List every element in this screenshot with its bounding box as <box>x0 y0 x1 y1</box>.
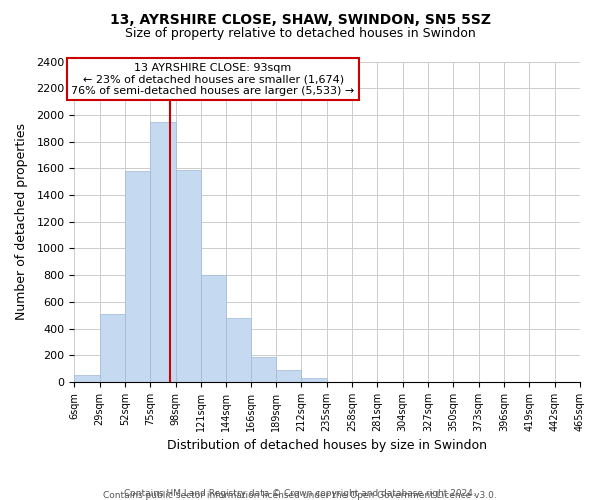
Bar <box>151 122 176 382</box>
Text: Contains public sector information licensed under the Open Government Licence v3: Contains public sector information licen… <box>103 491 497 500</box>
Bar <box>301 378 326 382</box>
Y-axis label: Number of detached properties: Number of detached properties <box>15 124 28 320</box>
Bar <box>100 314 125 382</box>
Text: Contains HM Land Registry data © Crown copyright and database right 2024.: Contains HM Land Registry data © Crown c… <box>124 488 476 498</box>
X-axis label: Distribution of detached houses by size in Swindon: Distribution of detached houses by size … <box>167 440 487 452</box>
Bar <box>74 374 100 382</box>
Bar <box>251 358 276 382</box>
Bar <box>276 370 301 382</box>
Text: 13 AYRSHIRE CLOSE: 93sqm
← 23% of detached houses are smaller (1,674)
76% of sem: 13 AYRSHIRE CLOSE: 93sqm ← 23% of detach… <box>71 63 355 96</box>
Text: 13, AYRSHIRE CLOSE, SHAW, SWINDON, SN5 5SZ: 13, AYRSHIRE CLOSE, SHAW, SWINDON, SN5 5… <box>110 12 491 26</box>
Bar <box>125 171 151 382</box>
Bar <box>201 275 226 382</box>
Bar <box>176 170 201 382</box>
Bar <box>226 318 251 382</box>
Text: Size of property relative to detached houses in Swindon: Size of property relative to detached ho… <box>125 28 475 40</box>
